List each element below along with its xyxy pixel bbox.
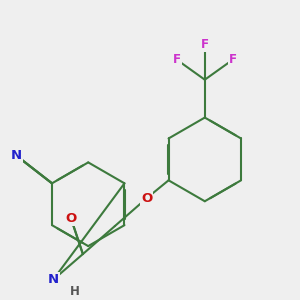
Text: F: F <box>201 38 209 51</box>
Text: N: N <box>47 274 58 286</box>
Text: O: O <box>65 212 76 225</box>
Text: N: N <box>11 149 22 162</box>
Text: F: F <box>173 53 181 66</box>
Text: H: H <box>70 285 80 298</box>
Text: F: F <box>229 53 237 66</box>
Text: O: O <box>141 192 152 205</box>
